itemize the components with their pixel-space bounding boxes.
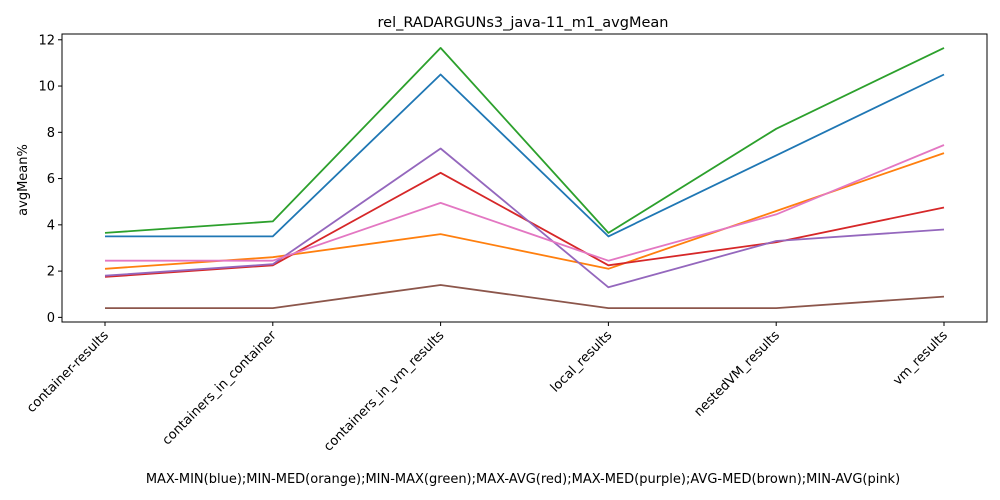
plot-frame (61, 33, 988, 323)
x-tick-label: containers_in_container (160, 328, 281, 449)
x-tick-label: local_results (548, 328, 616, 396)
y-tick-label: 8 (47, 126, 55, 141)
series-line-0 (105, 73, 945, 238)
y-tick-label: 2 (47, 265, 55, 280)
x-axis-label: MAX-MIN(blue);MIN-MED(orange);MIN-MAX(gr… (146, 472, 900, 487)
y-tick-label: 12 (38, 33, 55, 48)
y-tick-label: 0 (47, 311, 55, 326)
y-axis-label: avgMean% (16, 144, 31, 216)
x-tick-label: nestedVM_results (691, 328, 783, 420)
x-tick-label: vm_results (890, 328, 951, 389)
series-layer (104, 47, 945, 310)
series-line-1 (104, 152, 945, 270)
y-tick-label: 6 (47, 172, 55, 187)
x-tick-label: container-results (24, 328, 112, 416)
y-tick-label: 10 (38, 80, 55, 95)
series-line-5 (105, 284, 945, 310)
series-line-6 (105, 144, 945, 262)
y-tick-label: 4 (47, 218, 55, 233)
series-line-4 (104, 147, 945, 289)
chart-title: rel_RADARGUNs3_java-11_m1_avgMean (378, 15, 669, 31)
series-line-2 (104, 47, 945, 234)
x-tick-label: containers_in_vm_results (321, 328, 447, 454)
